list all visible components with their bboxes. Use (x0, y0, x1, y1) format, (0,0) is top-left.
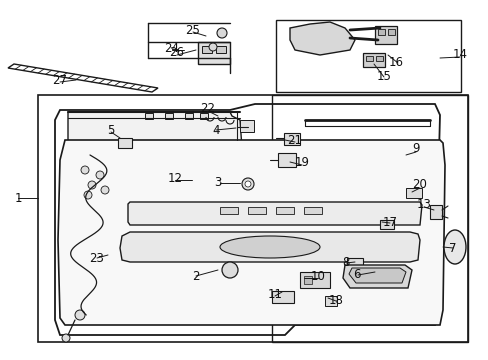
Text: 19: 19 (294, 157, 309, 170)
Text: 5: 5 (107, 123, 115, 136)
Polygon shape (55, 104, 439, 335)
Polygon shape (120, 232, 419, 262)
Ellipse shape (220, 236, 319, 258)
Polygon shape (348, 268, 405, 283)
Bar (118, 138, 132, 148)
Text: 21: 21 (287, 134, 302, 147)
Text: 7: 7 (448, 242, 456, 255)
Bar (275, 20, 460, 92)
Bar (405, 188, 421, 198)
Bar (271, 95, 467, 342)
Bar (377, 29, 384, 35)
Circle shape (81, 166, 89, 174)
Bar (220, 207, 238, 214)
Bar (240, 120, 253, 132)
Polygon shape (58, 140, 444, 325)
Circle shape (84, 191, 92, 199)
Bar (200, 113, 207, 119)
Bar (304, 276, 311, 284)
Bar (271, 291, 293, 303)
Bar (184, 113, 193, 119)
Text: 9: 9 (411, 143, 419, 156)
Bar (275, 207, 293, 214)
Bar (375, 56, 382, 61)
Bar (429, 205, 441, 219)
Bar (299, 272, 329, 288)
Text: 4: 4 (212, 123, 219, 136)
Text: 22: 22 (200, 103, 215, 116)
Text: 17: 17 (382, 216, 397, 229)
Text: 11: 11 (267, 288, 282, 302)
Text: 6: 6 (352, 269, 360, 282)
Ellipse shape (443, 230, 465, 264)
Polygon shape (68, 112, 242, 165)
Bar (284, 133, 299, 145)
Bar (164, 113, 173, 119)
Text: 3: 3 (214, 176, 221, 189)
Text: 14: 14 (451, 49, 467, 62)
Bar (278, 153, 295, 167)
Circle shape (222, 262, 238, 278)
Bar (379, 220, 393, 229)
Polygon shape (8, 64, 158, 92)
Text: 8: 8 (342, 256, 349, 269)
Text: 16: 16 (387, 55, 403, 68)
Bar (216, 46, 225, 53)
Bar (304, 207, 321, 214)
Text: 18: 18 (328, 293, 343, 306)
Circle shape (208, 43, 217, 51)
Text: 27: 27 (52, 73, 67, 86)
Text: 23: 23 (89, 252, 104, 265)
Text: 26: 26 (169, 46, 184, 59)
Bar (198, 42, 229, 64)
Bar (387, 29, 394, 35)
Bar (145, 113, 153, 119)
Bar (374, 26, 396, 44)
Bar (38, 95, 467, 342)
Text: 24: 24 (164, 41, 179, 54)
Text: 20: 20 (412, 179, 427, 192)
Circle shape (101, 186, 109, 194)
Text: 15: 15 (376, 69, 390, 82)
Text: 2: 2 (192, 270, 199, 283)
Text: 10: 10 (310, 270, 325, 284)
Polygon shape (289, 22, 354, 55)
Bar (346, 258, 362, 268)
Bar (365, 56, 372, 61)
Circle shape (75, 310, 85, 320)
Text: 13: 13 (416, 198, 430, 211)
Text: 1: 1 (14, 192, 21, 204)
Circle shape (242, 178, 253, 190)
Circle shape (62, 334, 70, 342)
Bar (325, 296, 336, 306)
Circle shape (217, 28, 226, 38)
Bar (362, 53, 384, 67)
Text: 12: 12 (167, 171, 182, 184)
Bar (247, 207, 265, 214)
Text: 25: 25 (185, 23, 200, 36)
Polygon shape (342, 265, 411, 288)
Circle shape (96, 171, 104, 179)
Circle shape (244, 181, 250, 187)
Bar (202, 46, 212, 53)
Polygon shape (128, 202, 421, 225)
Circle shape (88, 181, 96, 189)
